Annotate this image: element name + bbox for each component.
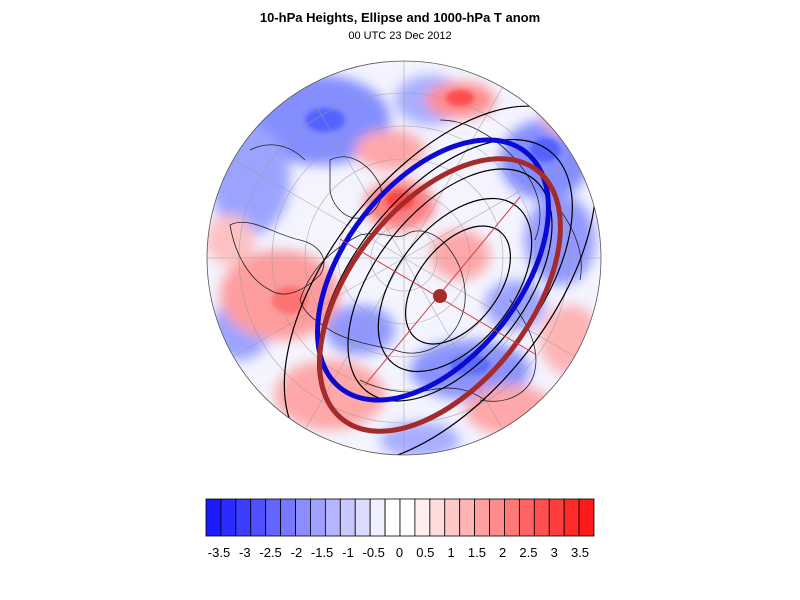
colorbar-box <box>250 498 267 537</box>
colorbar-tick-label: -1 <box>342 545 354 560</box>
colorbar-box <box>205 498 222 537</box>
colorbar-tick-label: 1.5 <box>468 545 486 560</box>
graticule <box>207 61 601 455</box>
chart-subtitle: 00 UTC 23 Dec 2012 <box>348 30 452 42</box>
colorbar-box <box>459 498 476 537</box>
colorbar-tick-label: 3 <box>551 545 558 560</box>
chart-title: 10-hPa Heights, Ellipse and 1000-hPa T a… <box>259 10 541 25</box>
colorbar-tick-label: 0.5 <box>416 545 434 560</box>
colorbar-tick-label: 1 <box>447 545 454 560</box>
colorbar-box <box>518 498 535 537</box>
colorbar-box <box>533 498 550 537</box>
colorbar-tick-label: -1.5 <box>311 545 333 560</box>
colorbar-tick-label: -2 <box>291 545 303 560</box>
colorbar-box <box>399 498 416 537</box>
colorbar-tick-label: 2 <box>499 545 506 560</box>
colorbar-box <box>265 498 282 537</box>
colorbar-box <box>295 498 311 537</box>
colorbar-box <box>280 498 296 537</box>
colorbar-tick-label: -3 <box>239 545 251 560</box>
colorbar-box <box>444 498 461 537</box>
colorbar-box <box>489 498 505 537</box>
colorbar-box <box>369 498 386 537</box>
colorbar-box <box>563 498 580 537</box>
colorbar-box <box>504 498 520 537</box>
colorbar-box <box>235 498 252 537</box>
colorbar-box <box>324 498 341 537</box>
colorbar-box <box>548 498 565 537</box>
colorbar-box <box>414 498 431 537</box>
colorbar-tick-label: 3.5 <box>571 545 589 560</box>
colorbar-labels: -3.5 -3 -2.5 -2 -1.5 -1 -0.5 0 0.5 1 1.5 2 2.5 3 3.5 <box>208 545 589 560</box>
colorbar-box <box>429 498 446 537</box>
globe-boundary <box>206 60 602 456</box>
vortex-ellipse-blue <box>315 137 551 403</box>
vortex-ellipse-brown <box>317 156 563 434</box>
colorbar-box <box>384 498 401 537</box>
colorbar-boxes <box>205 498 595 537</box>
colorbar-box <box>474 498 490 537</box>
colorbar-tick-label: 2.5 <box>519 545 537 560</box>
temperature-anomaly-field <box>207 61 601 455</box>
colorbar-box <box>578 498 595 537</box>
colorbar-tick-label: -0.5 <box>362 545 384 560</box>
vortex-centroid <box>433 289 447 303</box>
colorbar-tick-label: 0 <box>396 545 403 560</box>
colorbar-box <box>354 498 371 537</box>
colorbar-tick-label: -2.5 <box>259 545 281 560</box>
colorbar-box <box>220 498 237 537</box>
colorbar-box <box>310 498 326 537</box>
colorbar-tick-label: -3.5 <box>208 545 230 560</box>
colorbar-box <box>339 498 356 537</box>
coastlines <box>229 119 582 402</box>
